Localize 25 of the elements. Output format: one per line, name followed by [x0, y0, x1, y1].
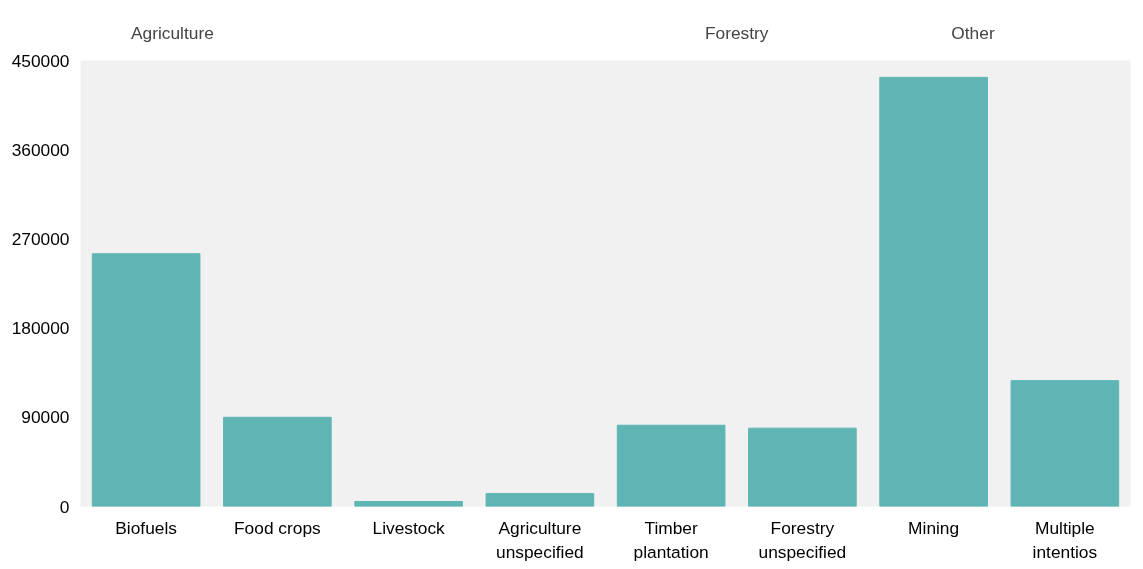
x-tick-label: Timber plantation	[633, 517, 709, 562]
y-tick-label: 0	[59, 496, 70, 517]
y-tick-label: 360000	[11, 139, 70, 160]
x-tick-label: Food crops	[234, 517, 322, 538]
x-tick-label: Multiple intentios	[1032, 517, 1098, 562]
bar	[748, 427, 857, 507]
bar	[91, 253, 201, 507]
x-tick-label: Livestock	[372, 517, 446, 538]
bar	[223, 416, 332, 507]
x-tick-label: Mining	[908, 517, 960, 538]
y-tick-label: 270000	[11, 228, 70, 249]
y-tick-label: 180000	[11, 318, 70, 339]
bar	[1010, 380, 1120, 507]
text: Agriculture	[130, 22, 214, 43]
y-tick-label: 450000	[11, 50, 70, 71]
x-tick-label: Agriculture unspecified	[496, 517, 584, 562]
text: Forestry	[704, 22, 769, 43]
y-tick-label: 90000	[21, 407, 70, 428]
bar	[354, 501, 463, 507]
text: Other	[951, 22, 995, 43]
bar	[616, 424, 726, 507]
x-tick-label: Biofuels	[115, 517, 178, 538]
x-tick-label: Forestry unspecified	[758, 517, 847, 562]
bar	[485, 493, 595, 507]
bar	[879, 76, 988, 507]
